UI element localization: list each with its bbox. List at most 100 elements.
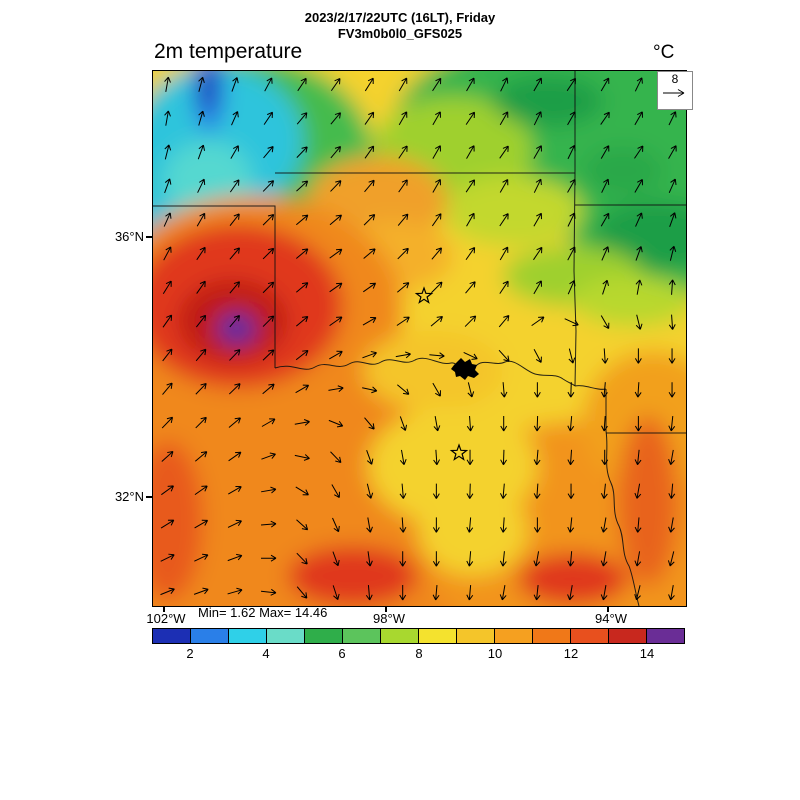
temp-blob [443,176,583,246]
colorbar-segment [495,629,533,643]
wind-arrow [332,585,340,600]
wind-arrow [465,179,476,193]
wind-arrow [601,348,609,364]
wind-arrow [567,585,574,601]
wind-arrow [364,145,375,159]
wind-arrow [667,551,675,567]
wind-arrow [431,281,443,294]
temp-blob [363,331,503,411]
wind-arrow [229,281,240,294]
wind-arrow [193,587,209,595]
wind-arrow [466,212,475,227]
wind-arrow [329,248,343,259]
unit-label: °C [653,42,675,63]
wind-arrow [499,280,509,294]
wind-arrow [634,111,643,126]
wind-arrow [227,553,243,562]
wind-arrow [431,247,442,260]
wind-arrow [432,145,441,159]
wind-arrow [500,483,507,499]
lon-tick-label-98w: 98°W [373,611,405,626]
state-border-line [605,389,640,606]
wind-arrow [161,450,174,462]
wind-arrow [567,551,575,567]
wind-arrow [432,77,442,92]
wind-arrow [363,248,376,259]
wind-arrow [600,483,608,499]
colorbar-labels: 2 4 6 8 10 12 14 [152,646,685,664]
wind-arrow [668,348,676,364]
colorbar-tick-label: 12 [563,646,579,661]
city-star-marker [449,443,469,461]
wind-arrow [366,483,374,499]
temperature-field [153,71,686,606]
wind-arrow [362,282,377,293]
wind-arrow [533,178,542,193]
wind-arrow [194,519,209,529]
wind-arrow [567,179,576,193]
wind-arrow [196,280,206,294]
wind-arrow [600,145,610,159]
wind-arrow [230,145,239,159]
wind-arrow [295,486,309,496]
wind-arrow [499,145,509,159]
wind-arrow [668,483,676,499]
wind-arrow [399,449,407,466]
wind-arrow [228,383,241,395]
wind-arrow [668,314,676,330]
wind-arrow [264,77,273,92]
wind-arrow [601,415,608,432]
wind-arrow [160,553,175,562]
wind-arrow [196,246,206,261]
wind-arrow [296,180,309,192]
wind-arrow [399,517,407,533]
wind-arrow [432,517,440,533]
wind-arrow [262,315,275,327]
wind-arrow [162,348,173,362]
temp-blob [518,553,628,605]
wind-arrow [432,179,441,193]
wind-arrow [228,417,241,428]
wind-arrow [197,178,206,193]
colorbar-segment [571,629,609,643]
wind-arrow [397,282,410,293]
axis-tick [146,236,152,238]
wind-arrow [498,349,510,362]
wind-arrow [635,314,643,330]
colorbar [152,628,685,644]
wind-arrow [164,178,172,194]
wind-arrow [365,584,373,601]
wind-arrow [600,517,608,533]
wind-arrow [433,416,441,432]
wind-arrow [330,180,342,192]
wind-arrow [229,349,241,361]
wind-arrow [332,517,340,533]
wind-arrow [262,214,275,226]
colorbar-segment [381,629,419,643]
wind-arrow [533,145,542,159]
wind-arrow [295,315,309,327]
wind-arrow [297,77,307,92]
wind-arrow [295,282,309,293]
wind-arrow [397,384,410,395]
wind-arrow [160,587,175,596]
wind-arrow [262,383,275,395]
wind-arrow [399,416,408,431]
wind-arrow [500,416,508,432]
wind-arrow [332,551,340,567]
wind-arrow [432,584,440,601]
colorbar-segment [457,629,495,643]
wind-arrow [262,180,275,192]
wind-arrow [399,585,407,601]
temp-blob [583,146,663,196]
wind-arrow [195,348,207,362]
wind-arrow [466,483,474,499]
wind-arrow [362,317,377,326]
wind-arrow [533,584,541,601]
colorbar-tick-label: 6 [338,646,346,661]
wind-arrow [533,111,542,126]
lon-tick-label-102w: 102°W [146,611,186,626]
wind-arrow [531,316,545,327]
plot-title-datetime: 2023/2/17/22UTC (16LT), Friday [304,10,496,25]
wind-arrow [162,314,173,328]
